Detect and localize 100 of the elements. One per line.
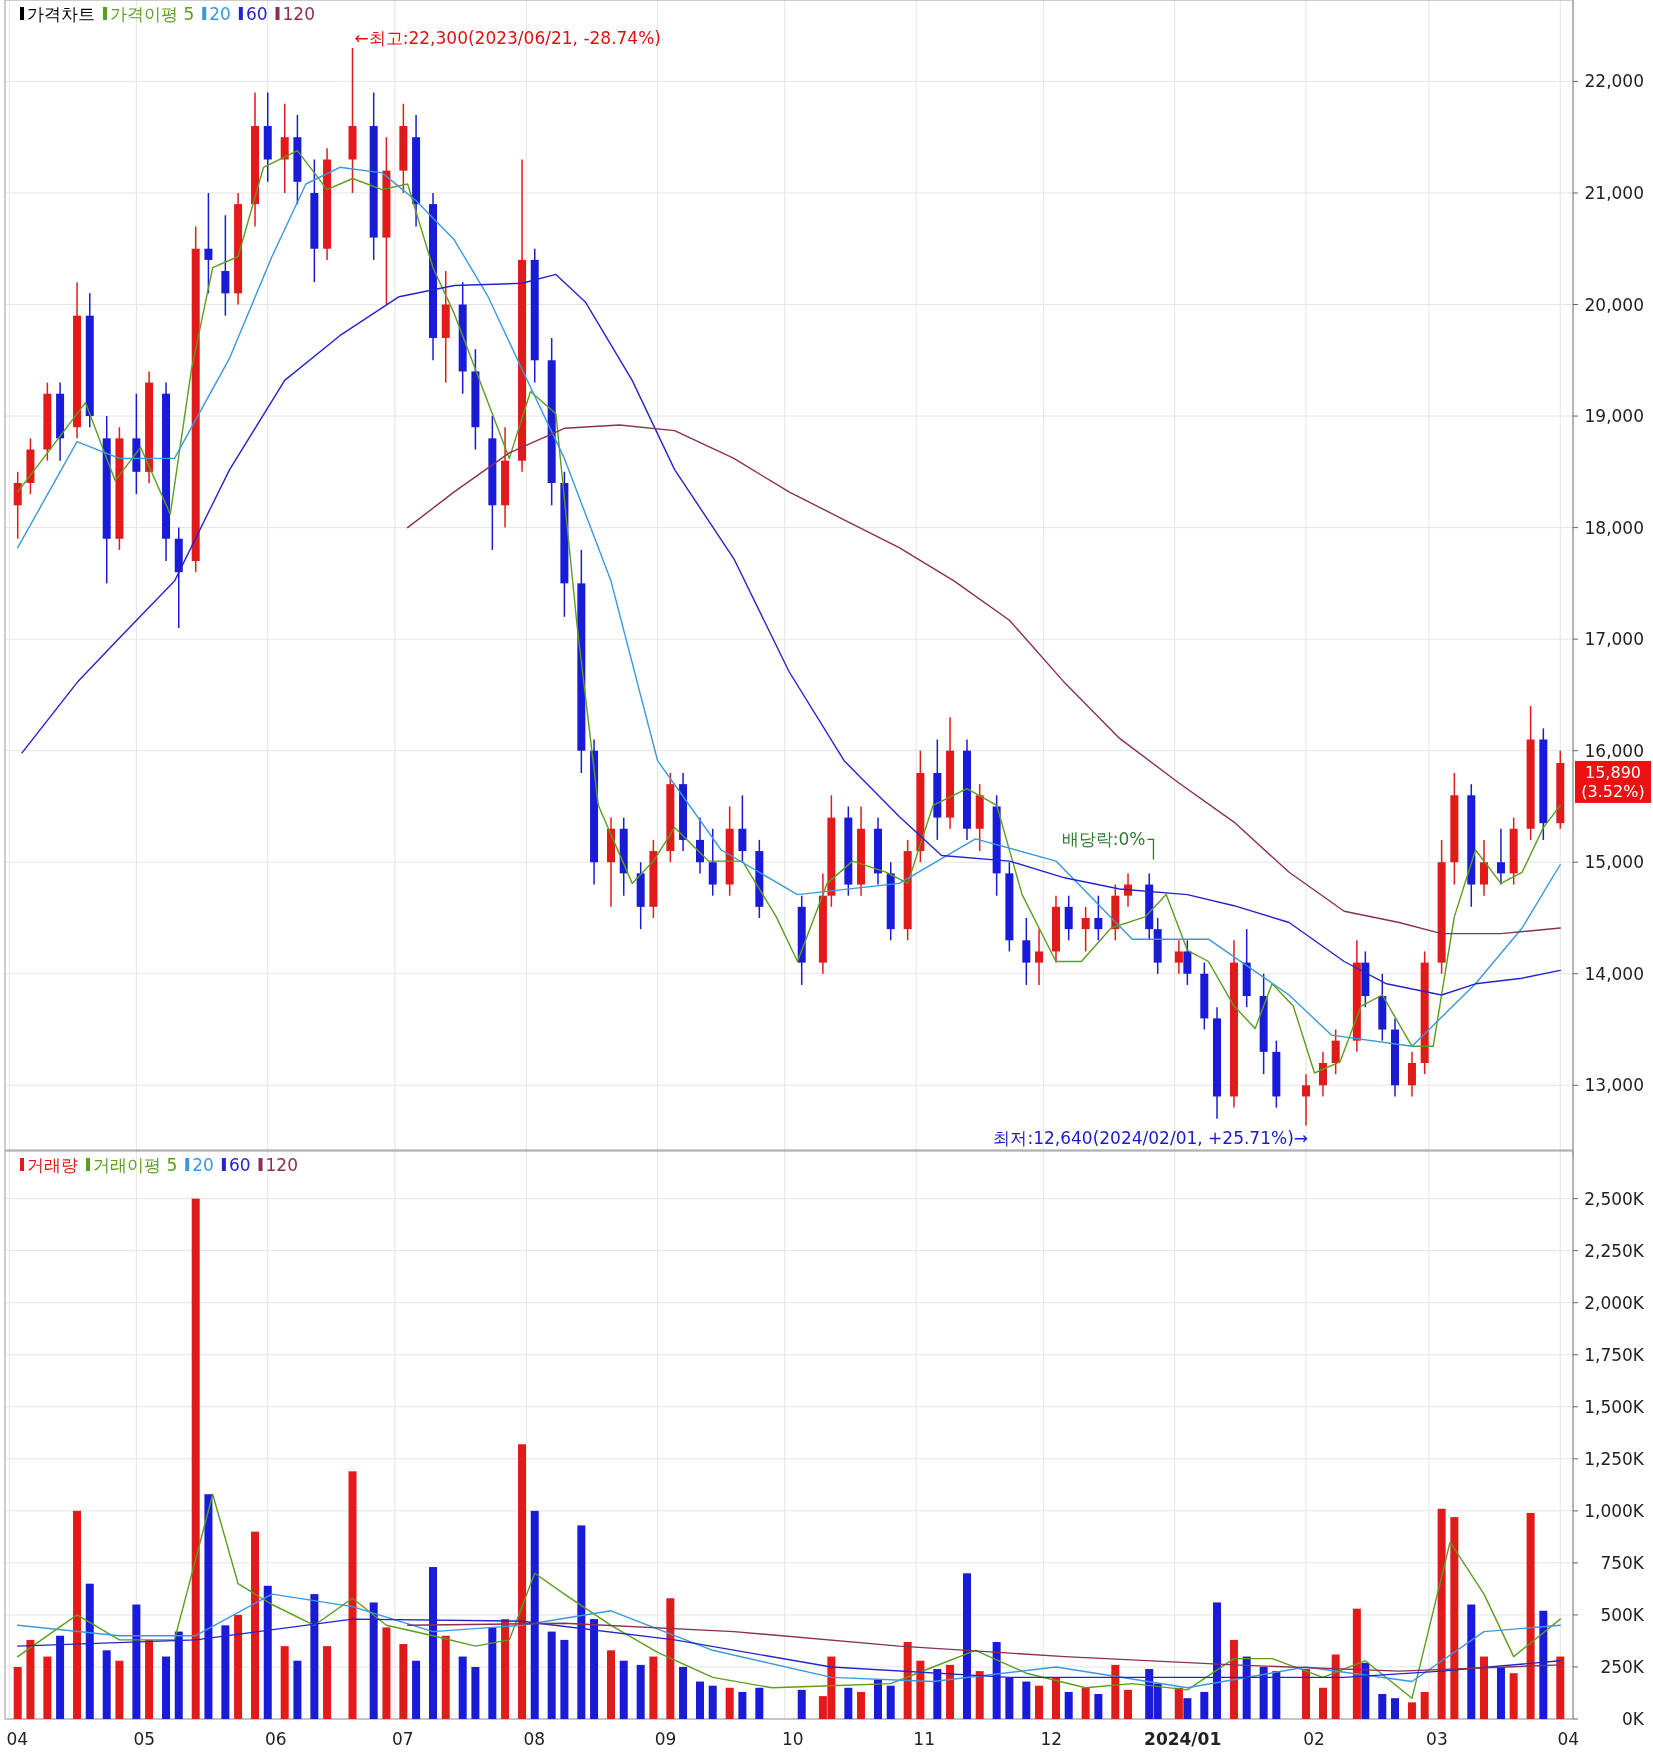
bar (441, 1635, 450, 1719)
bar (946, 1664, 955, 1719)
bar (1229, 1639, 1238, 1719)
bar (1407, 1702, 1416, 1719)
bar (488, 1627, 497, 1719)
x-tick-label: 2024/01 (1144, 1729, 1222, 1749)
bar (1467, 1604, 1476, 1719)
bar (1174, 1687, 1183, 1719)
candlestick (1022, 917, 1031, 986)
x-tick-label: 05 (133, 1729, 156, 1749)
bar (962, 1573, 971, 1719)
line-series (406, 424, 1561, 935)
bar (26, 1639, 35, 1719)
bar (1391, 1698, 1400, 1719)
bar (102, 1650, 111, 1719)
legend-label: 60 (228, 1155, 251, 1175)
candlestick (1302, 1073, 1311, 1127)
candlestick (1035, 928, 1044, 986)
line-series (21, 273, 1561, 996)
line-series (406, 1622, 1561, 1672)
bar (530, 1510, 539, 1719)
bar (263, 1585, 272, 1720)
y-tick-label: 17,000 (1584, 629, 1644, 650)
bar (73, 1510, 82, 1719)
bar (886, 1685, 895, 1719)
bar (1420, 1691, 1429, 1719)
x-tick-label: 12 (1040, 1729, 1063, 1749)
bar (1450, 1517, 1459, 1719)
bar (204, 1494, 213, 1719)
bar (412, 1660, 421, 1719)
bar (1200, 1691, 1209, 1719)
x-tick-label: 08 (523, 1729, 546, 1749)
bar (903, 1641, 912, 1719)
bar (725, 1687, 734, 1719)
y-tick-label: 2,000K (1584, 1292, 1645, 1313)
y-tick-label: 1,250K (1584, 1448, 1645, 1469)
candlestick (738, 794, 747, 863)
candlestick (708, 828, 717, 897)
bar (857, 1691, 866, 1719)
bar (56, 1635, 65, 1719)
bar (844, 1687, 853, 1719)
bar (1213, 1602, 1222, 1719)
bar (348, 1471, 357, 1719)
bar (280, 1646, 289, 1719)
legend-label: 가격이평 5 (110, 4, 195, 24)
candlestick (696, 816, 705, 875)
bar (1111, 1664, 1120, 1719)
bar (1242, 1656, 1251, 1719)
bar (874, 1679, 882, 1719)
bar (1480, 1656, 1489, 1719)
bar (975, 1671, 984, 1719)
bar (607, 1650, 616, 1719)
y-tick-label: 2,500K (1584, 1188, 1645, 1209)
bar (1183, 1698, 1192, 1719)
bar (1005, 1677, 1014, 1719)
x-tick-label: 06 (264, 1729, 287, 1749)
y-tick-label: 2,250K (1584, 1240, 1645, 1261)
candlestick (1318, 1051, 1327, 1098)
annotation: ←최고:22,300(2023/06/21, -28.74%) (354, 27, 661, 48)
x-tick-label: 07 (392, 1729, 414, 1749)
y-tick-label: 500K (1600, 1604, 1645, 1625)
bar (1272, 1671, 1281, 1719)
x-tick-label: 04 (1557, 1729, 1580, 1749)
bar (293, 1660, 302, 1719)
annotation: 최저:12,640(2024/02/01, +25.71%)→ (993, 1128, 1309, 1149)
bar (1352, 1608, 1361, 1719)
bar (369, 1602, 378, 1719)
bar (679, 1666, 688, 1719)
x-tick-label: 09 (654, 1729, 677, 1749)
candlestick (204, 192, 213, 295)
x-tick-label: 10 (781, 1729, 804, 1749)
candlestick (13, 471, 22, 540)
bar (501, 1619, 510, 1719)
bar (382, 1627, 391, 1719)
bar (1556, 1656, 1565, 1719)
annotation: 15,890 (3.52%) (1581, 762, 1645, 801)
bar (1259, 1666, 1268, 1719)
candlestick (1081, 906, 1090, 953)
bar (251, 1531, 260, 1719)
candlestick (1064, 894, 1073, 942)
bar (1318, 1687, 1327, 1719)
bar (755, 1687, 764, 1719)
bar (145, 1639, 154, 1719)
bar (708, 1685, 717, 1719)
y-tick-label: 16,000 (1584, 740, 1644, 761)
bar (458, 1656, 467, 1719)
candlestick (1480, 839, 1489, 897)
y-tick-label: 1,000K (1584, 1500, 1645, 1521)
bar (636, 1664, 645, 1719)
bar (797, 1689, 806, 1719)
legend-label: 20 (192, 1155, 214, 1175)
y-tick-label: 21,000 (1584, 182, 1644, 203)
legend-label: 120 (282, 4, 315, 24)
bar (649, 1656, 658, 1719)
x-tick-label: 11 (913, 1729, 935, 1749)
y-tick-label: 22,000 (1584, 71, 1644, 92)
bar (590, 1619, 599, 1719)
y-tick-label: 750K (1600, 1552, 1645, 1573)
legend-label: 120 (265, 1155, 298, 1175)
line-series (17, 1493, 1561, 1699)
